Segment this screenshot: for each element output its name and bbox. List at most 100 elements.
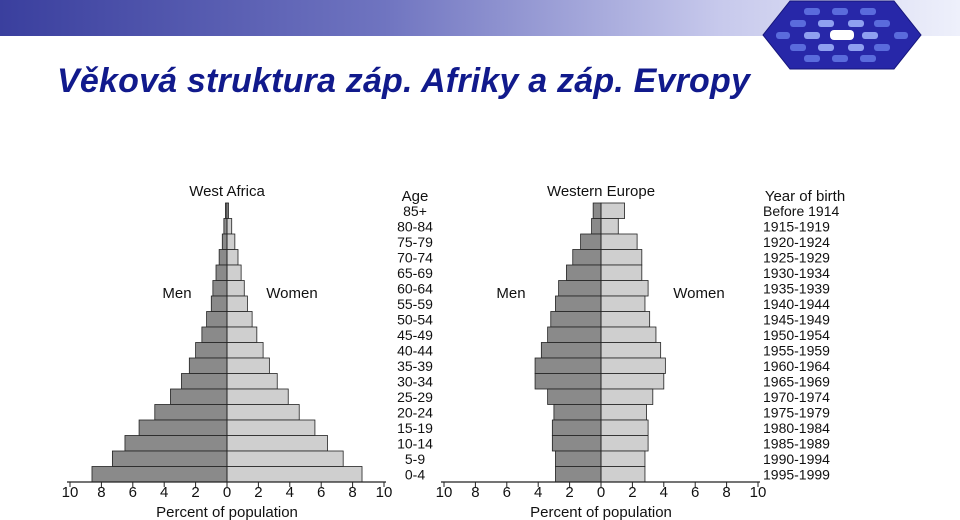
bar-men-west-africa bbox=[195, 342, 228, 359]
bar-men-west-africa bbox=[201, 326, 228, 343]
x-tick-label-west-africa: 10 bbox=[62, 484, 79, 501]
bar-women-western-europe bbox=[600, 388, 654, 405]
hexagon-logo-icon bbox=[762, 0, 922, 70]
category-label-western-europe: 1925-1929 bbox=[763, 249, 830, 265]
category-label-western-europe: 1950-1954 bbox=[763, 327, 830, 343]
bar-men-west-africa bbox=[111, 450, 228, 467]
x-tick-label-west-africa: 2 bbox=[254, 484, 262, 501]
category-label-western-europe: 1915-1919 bbox=[763, 218, 830, 234]
chart-marks: 85+80-8475-7970-7465-6960-6455-5950-5445… bbox=[62, 202, 839, 501]
x-tick-label-western-europe: 0 bbox=[597, 484, 605, 501]
x-tick-label-western-europe: 10 bbox=[750, 484, 767, 501]
year-of-birth-header: Year of birth bbox=[765, 188, 845, 205]
bar-women-west-africa bbox=[226, 419, 316, 436]
x-tick-label-west-africa: 4 bbox=[286, 484, 294, 501]
x-tick-label-western-europe: 2 bbox=[628, 484, 636, 501]
men-label-west-africa: Men bbox=[162, 285, 191, 302]
bar-men-west-africa bbox=[124, 435, 228, 452]
bar-women-western-europe bbox=[600, 373, 665, 390]
bar-men-western-europe bbox=[555, 295, 602, 312]
bar-men-western-europe bbox=[550, 311, 602, 328]
category-label-western-europe: 1985-1989 bbox=[763, 435, 830, 451]
category-label-western-europe: 1975-1979 bbox=[763, 404, 830, 420]
x-tick-label-west-africa: 0 bbox=[223, 484, 231, 501]
category-label-west-africa: 55-59 bbox=[397, 296, 433, 312]
bar-women-western-europe bbox=[600, 249, 643, 266]
category-label-west-africa: 35-39 bbox=[397, 358, 433, 374]
category-label-western-europe: 1965-1969 bbox=[763, 373, 830, 389]
category-label-west-africa: 75-79 bbox=[397, 234, 433, 250]
bar-women-west-africa bbox=[226, 249, 239, 266]
bar-men-western-europe bbox=[553, 404, 602, 421]
bar-women-west-africa bbox=[226, 357, 270, 374]
bar-women-western-europe bbox=[600, 450, 646, 467]
category-label-western-europe: 1935-1939 bbox=[763, 280, 830, 296]
bar-women-western-europe bbox=[600, 233, 638, 250]
x-tick-label-western-europe: 6 bbox=[503, 484, 511, 501]
bar-women-west-africa bbox=[226, 450, 344, 467]
bar-men-western-europe bbox=[558, 280, 602, 297]
bar-women-western-europe bbox=[600, 311, 651, 328]
category-label-west-africa: 70-74 bbox=[397, 249, 433, 265]
women-label-west-africa: Women bbox=[266, 285, 317, 302]
men-label-western-europe: Men bbox=[496, 285, 525, 302]
bar-women-west-africa bbox=[226, 280, 245, 297]
bar-women-western-europe bbox=[600, 295, 646, 312]
x-tick-label-western-europe: 8 bbox=[722, 484, 730, 501]
x-tick-label-west-africa: 4 bbox=[160, 484, 168, 501]
bar-women-west-africa bbox=[226, 404, 300, 421]
category-label-western-europe: 1930-1934 bbox=[763, 265, 830, 281]
category-label-west-africa: 80-84 bbox=[397, 218, 433, 234]
x-tick-label-western-europe: 8 bbox=[471, 484, 479, 501]
bar-men-west-africa bbox=[154, 404, 228, 421]
bar-men-west-africa bbox=[170, 388, 228, 405]
x-axis-label-west-africa: Percent of population bbox=[156, 504, 298, 520]
bar-men-western-europe bbox=[547, 388, 602, 405]
bar-women-west-africa bbox=[226, 373, 278, 390]
bar-women-western-europe bbox=[600, 218, 619, 235]
x-tick-label-west-africa: 8 bbox=[348, 484, 356, 501]
bar-women-western-europe bbox=[600, 326, 657, 343]
category-label-west-africa: 20-24 bbox=[397, 404, 433, 420]
category-label-western-europe: 1970-1974 bbox=[763, 389, 830, 405]
category-label-west-africa: 5-9 bbox=[405, 451, 425, 467]
bar-women-west-africa bbox=[226, 264, 242, 281]
bar-women-west-africa bbox=[226, 435, 328, 452]
bar-women-west-africa bbox=[226, 388, 289, 405]
bar-men-west-africa bbox=[181, 373, 228, 390]
bar-women-west-africa bbox=[226, 233, 236, 250]
bar-men-western-europe bbox=[592, 202, 602, 219]
bar-men-western-europe bbox=[551, 419, 602, 436]
category-label-west-africa: 15-19 bbox=[397, 420, 433, 436]
bar-men-west-africa bbox=[91, 466, 228, 483]
bar-women-west-africa bbox=[226, 326, 258, 343]
women-label-western-europe: Women bbox=[673, 285, 724, 302]
bar-men-western-europe bbox=[534, 357, 602, 374]
age-header: Age bbox=[402, 188, 429, 205]
category-label-west-africa: 0-4 bbox=[405, 466, 425, 482]
chart-title-west-africa: West Africa bbox=[189, 183, 265, 200]
bar-men-west-africa bbox=[212, 280, 228, 297]
bar-women-western-europe bbox=[600, 466, 646, 483]
bar-men-western-europe bbox=[555, 450, 602, 467]
category-label-western-europe: 1920-1924 bbox=[763, 234, 830, 250]
bar-women-west-africa bbox=[226, 311, 253, 328]
bar-women-western-europe bbox=[600, 202, 625, 219]
bar-women-west-africa bbox=[226, 342, 264, 359]
bar-men-western-europe bbox=[555, 466, 602, 483]
bar-men-western-europe bbox=[534, 373, 602, 390]
bar-men-west-africa bbox=[221, 233, 228, 250]
bar-women-western-europe bbox=[600, 280, 649, 297]
bar-women-west-africa bbox=[226, 218, 233, 235]
bar-women-western-europe bbox=[600, 357, 666, 374]
category-label-western-europe: 1995-1999 bbox=[763, 466, 830, 482]
x-tick-label-west-africa: 6 bbox=[317, 484, 325, 501]
bar-men-west-africa bbox=[206, 311, 228, 328]
category-label-west-africa: 50-54 bbox=[397, 311, 433, 327]
x-tick-label-western-europe: 2 bbox=[565, 484, 573, 501]
bar-men-west-africa bbox=[215, 264, 228, 281]
x-tick-label-west-africa: 10 bbox=[376, 484, 393, 501]
slide-title: Věková struktura záp. Afriky a záp. Evro… bbox=[57, 62, 751, 100]
x-tick-label-western-europe: 4 bbox=[660, 484, 668, 501]
bar-men-western-europe bbox=[572, 249, 602, 266]
